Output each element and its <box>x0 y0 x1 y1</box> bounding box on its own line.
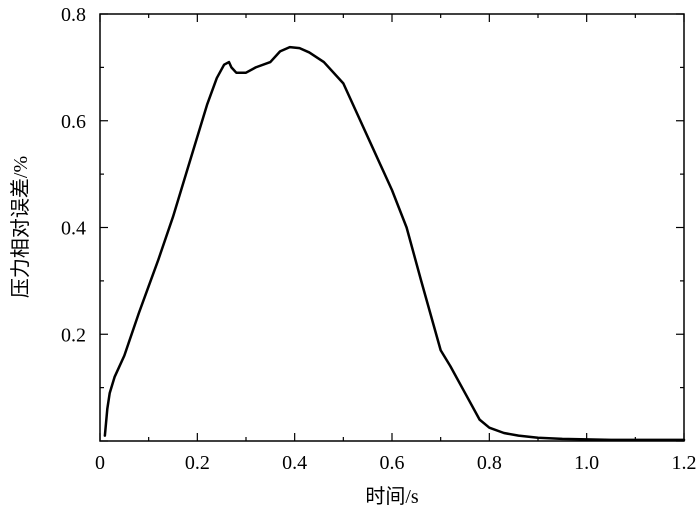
y-tick-label: 0.8 <box>61 4 86 26</box>
y-tick-label: 0.6 <box>61 111 86 133</box>
y-axis-label: 压力相对误差/% <box>9 156 32 298</box>
x-tick-label: 0.4 <box>282 452 307 474</box>
y-tick-label: 0.4 <box>61 218 86 240</box>
series-line-0 <box>103 45 686 442</box>
y-tick-labels: 0.2 0.4 0.6 0.8 <box>61 4 86 346</box>
tick-marks <box>99 13 685 442</box>
x-tick-label: 1.0 <box>574 452 599 474</box>
x-tick-label: 1.2 <box>672 452 697 474</box>
x-tick-label: 0 <box>95 452 105 474</box>
x-tick-label: 0.6 <box>380 452 405 474</box>
x-tick-labels: 0 0.2 0.4 0.6 0.8 1.0 1.2 <box>95 452 697 474</box>
series-layer <box>103 45 686 442</box>
x-tick-label: 0.2 <box>185 452 210 474</box>
y-tick-label: 0.2 <box>61 324 86 346</box>
x-axis-label: 时间/s <box>365 485 419 508</box>
plot-frame <box>99 13 685 442</box>
x-tick-label: 0.8 <box>477 452 502 474</box>
